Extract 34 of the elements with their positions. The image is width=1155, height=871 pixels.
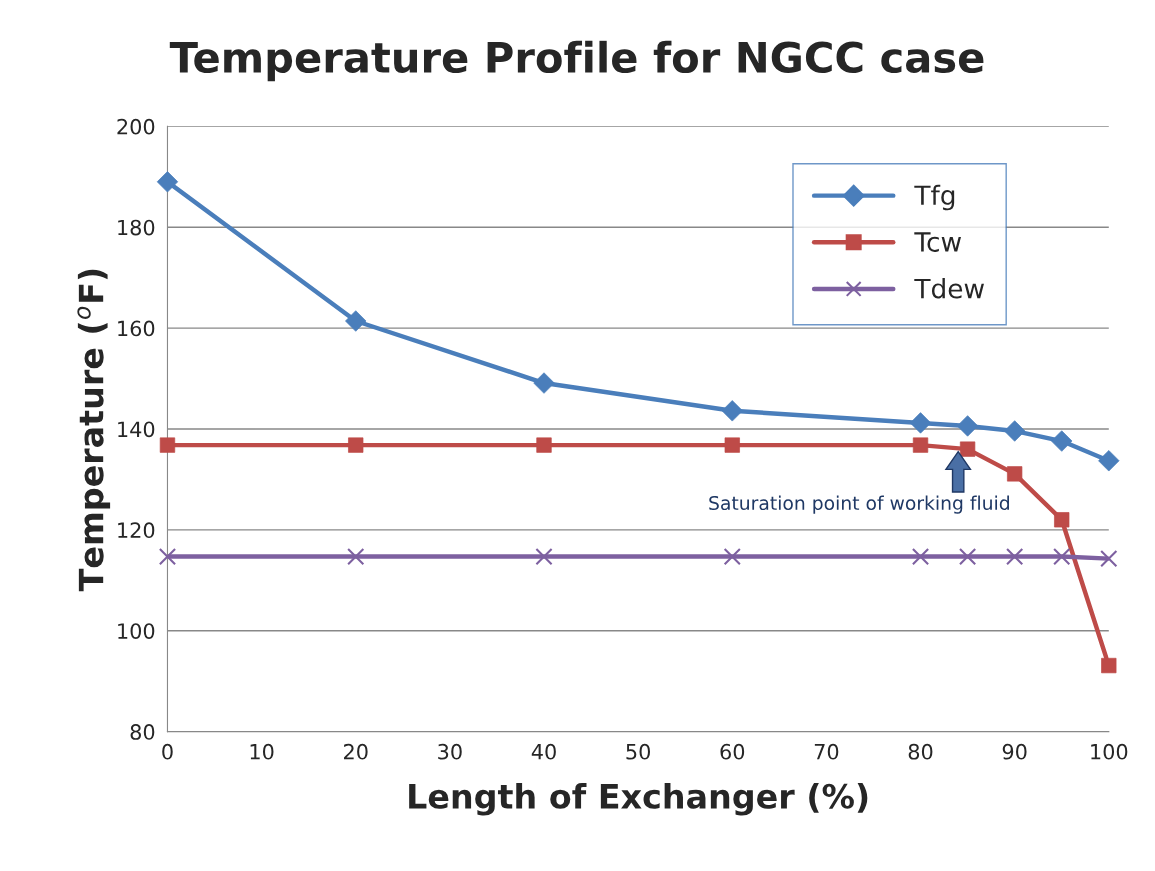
x-tick-label: 100	[1091, 743, 1128, 760]
y-tick-label: 180	[118, 219, 155, 236]
y-tick-label: 120	[118, 522, 155, 539]
point	[1053, 547, 1071, 566]
x-tick-label: 20	[344, 743, 368, 760]
point	[535, 547, 553, 566]
point	[911, 547, 930, 566]
point	[958, 547, 977, 566]
legend-label: Tdew	[914, 278, 984, 299]
point	[347, 547, 365, 566]
legend-label: Tcw	[914, 232, 961, 252]
point	[158, 547, 177, 566]
x-tick-label: 90	[1002, 743, 1027, 760]
y-axis-title: Temperature ($^{o}$F)	[77, 269, 111, 592]
annotation: Saturation point of working fluid	[709, 495, 1009, 514]
chart-title: Temperature Profile for NGCC case	[169, 40, 984, 82]
x-tick-label: 60	[720, 743, 745, 760]
point	[1006, 547, 1024, 566]
x-tick-label: 40	[531, 743, 556, 760]
point	[723, 547, 741, 566]
x-axis-title: Length of Exchanger (%)	[409, 783, 868, 816]
x-tick-label: 80	[908, 743, 933, 760]
x-tick-label: 70	[814, 743, 839, 760]
y-tick-label: 160	[118, 320, 155, 337]
y-tick-label: 80	[130, 724, 155, 740]
x-tick-label: 10	[250, 743, 274, 760]
y-tick-label: 100	[118, 623, 155, 639]
x-tick-label: 50	[626, 743, 651, 760]
point	[1100, 549, 1118, 568]
legend-label: Tfg	[914, 184, 955, 211]
y-tick-label: 140	[118, 421, 155, 438]
y-tick-label: 200	[117, 118, 155, 135]
x-tick-label: 30	[438, 743, 462, 760]
x-tick-label: 0	[162, 743, 173, 760]
